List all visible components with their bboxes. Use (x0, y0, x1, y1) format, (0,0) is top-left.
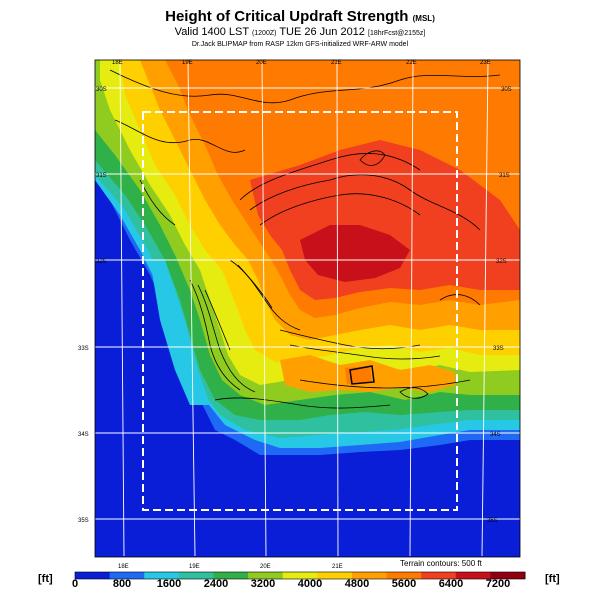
colorbar-tick-label: 6400 (438, 578, 464, 590)
colorbar-tick-label: 0 (71, 578, 79, 590)
lon-label-bottom-20: 20E (260, 564, 271, 570)
colorbar-swatch (455, 572, 491, 579)
lat-label-right-35: 35S (487, 518, 498, 524)
colorbar-swatch (109, 572, 145, 579)
valid-extra: [18hrFcst@2155z] (368, 30, 426, 37)
lat-label-left-35: 35S (78, 518, 89, 524)
lat-label-right-31: 31S (499, 173, 510, 179)
chart-title: Height of Critical Updraft Strength (MSL… (0, 8, 600, 25)
unit-label-right: [ft] (545, 573, 560, 585)
lat-label-left-30: 30S (96, 87, 107, 93)
terrain-contours (109, 69, 501, 409)
lat-label-right-33: 33S (493, 346, 504, 352)
colorbar-swatch (144, 572, 180, 579)
colorbar-swatch (213, 572, 249, 579)
colorbar-swatch (421, 572, 457, 579)
lon-label-bottom-19: 19E (189, 564, 200, 570)
lon-label-top-23: 23E (480, 60, 491, 66)
colorbar-tick-label: 800 (112, 578, 132, 590)
colorbar-tick-label: 5600 (391, 578, 417, 590)
lat-label-left-33: 33S (78, 346, 89, 352)
lon-label-top-19: 19E (182, 60, 193, 66)
colorbar-swatch (248, 572, 284, 579)
lon-label-top-21: 21E (331, 60, 342, 66)
lon-label-bottom-21: 21E (332, 564, 343, 570)
lon-label-bottom-18: 18E (118, 564, 129, 570)
title-text: Height of Critical Updraft Strength (165, 8, 409, 25)
colorbar-tick-label: 4800 (344, 578, 370, 590)
colorbar-swatch (490, 572, 526, 579)
valid-time: Valid 1400 LST (1200Z) TUE 26 Jun 2012 [… (0, 26, 600, 38)
colorbar-swatch (282, 572, 318, 579)
unit-label-left: [ft] (38, 573, 53, 585)
band-peak (300, 225, 410, 282)
lat-label-left-31: 31S (96, 173, 107, 179)
lon-label-top-22: 22E (406, 60, 417, 66)
terrain-note-bg (396, 558, 520, 568)
colorbar-tick-label: 1600 (156, 578, 182, 590)
model-info: Dr.Jack BLIPMAP from RASP 12km GFS-initi… (191, 41, 409, 48)
lat-label-left-32: 32S (96, 259, 107, 265)
valid-line: Valid 1400 LST (174, 26, 249, 38)
colorbar-swatch (386, 572, 422, 579)
title-unit: (MSL) (412, 14, 435, 23)
valid-utc: (1200Z) (251, 30, 277, 37)
lon-label-top-20: 20E (256, 60, 267, 66)
valid-date: TUE 26 Jun 2012 (279, 26, 365, 38)
colorbar-tick-label: 3200 (250, 578, 276, 590)
lat-label-right-34: 34S (490, 432, 501, 438)
colorbar-tick-label: 4000 (297, 578, 323, 590)
lon-label-top-18: 18E (112, 60, 123, 66)
colorbar-frame (74, 571, 526, 580)
colorbar-swatch (317, 572, 353, 579)
inner-domain-box (142, 111, 458, 511)
graticule (95, 61, 520, 557)
map-frame (94, 59, 521, 558)
coastal-strip (150, 260, 210, 405)
terrain-note: Terrain contours: 500 ft (400, 559, 483, 568)
colorbar-swatch (351, 572, 388, 579)
colorbar-tick-label: 2400 (203, 578, 229, 590)
lat-label-right-32: 32S (496, 259, 507, 265)
colorbar-swatch (178, 572, 214, 579)
lat-label-left-34: 34S (78, 432, 89, 438)
colorbar-swatch (75, 572, 111, 579)
colorbar-tick-label: 7200 (485, 578, 511, 590)
colorbar (74, 571, 526, 580)
lat-label-right-30: 30S (501, 87, 512, 93)
